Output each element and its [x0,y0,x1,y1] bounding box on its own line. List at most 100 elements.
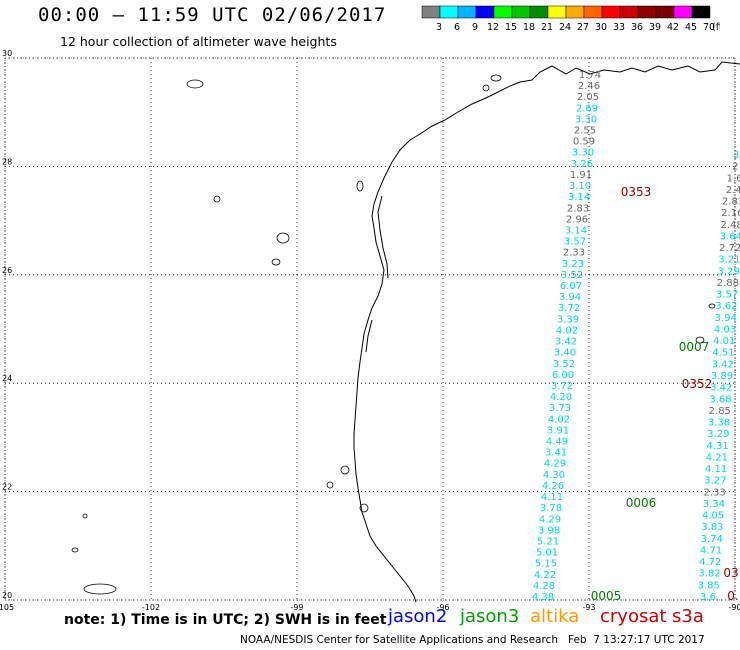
swh-value-track-a: 4.02 [556,325,578,336]
swh-value-track-a: 4.11 [541,492,563,503]
swh-value-track-a: 1.74 [579,70,601,81]
swh-value-track-b: 3.42 [710,383,732,394]
island-shape [213,195,221,203]
island-shape [83,583,117,595]
swh-value-track-a: 3.10 [569,181,591,192]
swh-value-track-b: 3.29 [707,429,729,440]
swh-value-track-a: 3.91 [547,425,569,436]
swh-value-track-b: 4.71 [700,545,722,556]
swh-value-track-b: 4.11 [705,464,727,475]
color-scale-label: 12 [487,22,499,33]
swh-value-track-b: 2.88 [717,278,739,289]
island-shape [356,180,364,192]
satellite-cryosat: cryosat [600,606,667,627]
altimeter-map: 302826242220-105-102-99-96-93-901.742.46… [0,49,740,612]
swh-value-track-b: 3.42 [712,359,734,370]
swh-value-track-b: 2.16 [721,208,740,219]
barrier-island [365,319,373,353]
island-shape [276,232,290,244]
swh-value-track-a: 4.26 [542,481,564,492]
swh-value-track-a: 3.72 [551,381,573,392]
swh-value-track-a: 3.26 [571,159,593,170]
swh-value-track-b: 3.68 [709,394,731,405]
swh-value-track-b: 4.05 [702,511,724,522]
lon-label: -96 [436,603,449,612]
track-time-label: 0006 [626,496,657,510]
color-scale-label: 33 [613,22,625,33]
island-shape [271,258,281,266]
swh-value-track-a: 3.30 [575,114,597,125]
swh-value-track-a: 3.94 [559,292,581,303]
swh-value-track-b: 3.64 [720,231,740,242]
swh-value-track-b: 4.51 [712,348,734,359]
track-time-label: 0. [727,589,738,603]
swh-value-track-b: 3.29 [717,266,739,277]
swh-value-track-a: 3.42 [555,337,577,348]
swh-value-track-a: 4.29 [539,514,561,525]
lon-label: -99 [290,603,303,612]
chart-subtitle: 12 hour collection of altimeter wave hei… [60,34,337,49]
swh-value-track-a: 3.14 [565,225,587,236]
swh-value-track-a: 4.29 [544,459,566,470]
color-swatch [691,5,711,19]
track-time-label: 0005 [591,589,622,603]
swh-value-track-b: 3.62 [715,301,737,312]
lon-label: -93 [582,603,595,612]
swh-value-track-a: 2.05 [577,92,599,103]
swh-value-track-b: 2.48 [720,220,740,231]
color-scale-unit: (ft) [712,22,720,33]
island-shape [340,465,350,475]
swh-value-track-a: 3.14 [568,192,590,203]
swh-value-track-b: 3.85 [698,580,720,591]
swh-value-track-a: 0.59 [573,137,595,148]
swh-value-track-a: 3.39 [557,314,579,325]
island-shape [186,79,204,89]
swh-value-track-a: 3.52 [561,270,583,281]
swh-value-track-a: 2.55 [574,126,596,137]
color-scale-label: 42 [667,22,679,33]
color-scale-label: 39 [649,22,661,33]
swh-value-track-a: 4.38 [532,592,554,603]
island-shape [326,481,334,489]
island-shape [695,336,705,344]
swh-value-track-a: 3.23 [562,259,584,270]
swh-value-track-b: 3.21 [718,255,740,266]
swh-value-track-b: 4.03 [714,324,736,335]
swh-value-track-a: 3.98 [538,525,560,536]
swh-value-track-a: 4.22 [534,570,556,581]
swh-value-track-b: 2.4 [726,185,740,196]
color-scale-label: 24 [559,22,571,33]
swh-value-track-a: 4.02 [548,414,570,425]
color-scale-label: 9 [472,22,478,33]
satellite-altika: altika [530,606,580,627]
color-scale-label: 18 [523,22,535,33]
swh-value-track-b: 4.21 [706,452,728,463]
swh-value-track-b: 2.33 [703,487,725,498]
lon-label: -102 [142,603,160,612]
swh-value-track-a: 4.28 [533,581,555,592]
lat-label: 20 [2,591,12,600]
swh-value-track-a: 5.01 [536,548,558,559]
swh-value-track-b: 4.72 [699,557,721,568]
lon-label: -105 [0,603,14,612]
chart-title: 00:00 — 11:59 UTC 02/06/2017 [38,4,387,26]
island-shape [482,84,490,92]
color-scale-label: 70 [703,22,715,33]
swh-value-track-b: 3.83 [701,522,723,533]
color-scale-label: 36 [631,22,643,33]
color-scale-label: 27 [577,22,589,33]
satellite-jason3: jason3 [460,606,520,627]
color-scale-label: 15 [505,22,517,33]
swh-value-track-b: 3.57 [716,290,738,301]
satellite-jason2: jason2 [388,606,448,627]
swh-value-track-a: 3.41 [545,448,567,459]
track-time-label: 0352 [682,377,713,391]
color-scale-label: 30 [595,22,607,33]
swh-value-track-a: 2.46 [578,81,600,92]
swh-value-track-b: 3.89 [711,371,733,382]
track-time-label: 0007 [679,340,710,354]
swh-value-track-b: 3.82 [698,569,720,580]
swh-value-track-a: 5.21 [537,536,559,547]
swh-value-track-b: 3.38 [708,418,730,429]
